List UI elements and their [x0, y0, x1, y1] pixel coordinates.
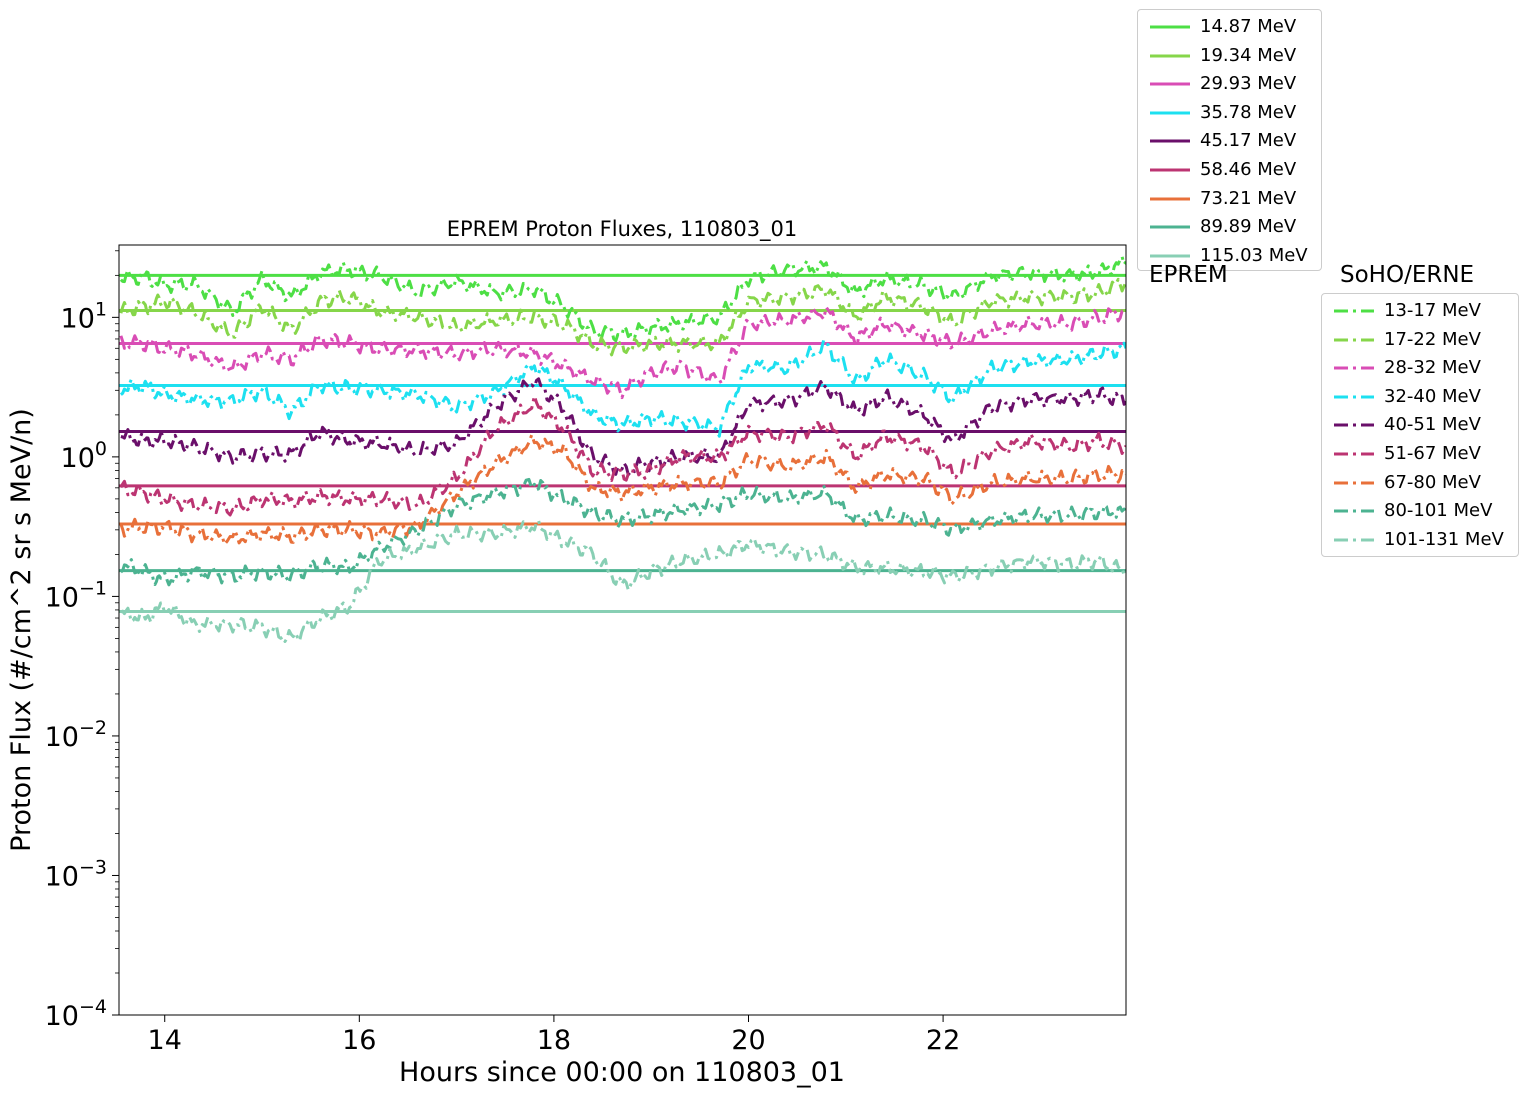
- y-tick-label: 10−1: [45, 577, 107, 613]
- erne-legend-label: 101-131 MeV: [1384, 528, 1504, 550]
- eprem-legend-entry-3: 35.78 MeV: [1138, 99, 1321, 127]
- erne-legend-swatch: [1334, 309, 1374, 313]
- x-tick-label: 22: [926, 1025, 960, 1056]
- eprem-legend-swatch: [1150, 82, 1190, 86]
- x-tick-label: 14: [148, 1025, 182, 1056]
- erne-line-5: [119, 394, 1126, 517]
- erne-line-6: [119, 433, 1126, 546]
- erne-legend-label: 28-32 MeV: [1384, 357, 1481, 379]
- y-tick-label: 10−2: [45, 717, 107, 753]
- erne-line-8: [120, 519, 1126, 643]
- eprem-legend-label: 29.93 MeV: [1200, 73, 1297, 95]
- erne-legend-title: SoHO/ERNE: [1340, 262, 1475, 288]
- erne-line-2: [119, 305, 1126, 400]
- x-axis: 14 16 18 20 22: [148, 1015, 960, 1056]
- erne-legend-swatch: [1334, 481, 1374, 485]
- eprem-legend-label: 58.46 MeV: [1200, 159, 1297, 180]
- erne-legend-swatch: [1334, 452, 1374, 456]
- eprem-legend-swatch: [1150, 254, 1190, 258]
- eprem-legend: 14.87 MeV 19.34 MeV 29.93 MeV 35.78 MeV 45.1…: [1137, 9, 1322, 271]
- y-axis-label: Proton Flux (#/cm^2 sr s MeV/n): [6, 408, 37, 852]
- eprem-legend-entry-2: 29.93 MeV: [1138, 70, 1321, 98]
- erne-legend-entry-7: 80-101 MeV: [1322, 497, 1518, 525]
- eprem-legend-swatch: [1150, 139, 1190, 143]
- eprem-legend-entry-8: 115.03 MeV: [1138, 242, 1321, 270]
- y-tick-label: 100: [61, 438, 107, 474]
- erne-legend-swatch: [1334, 509, 1374, 513]
- erne-legend-entry-6: 67-80 MeV: [1322, 469, 1518, 497]
- eprem-legend-swatch: [1150, 25, 1190, 29]
- y-axis: 10−4 10−3 10−2 10−1 100 101: [45, 250, 119, 1032]
- eprem-legend-swatch: [1150, 111, 1190, 115]
- eprem-legend-entry-4: 45.17 MeV: [1138, 127, 1321, 155]
- eprem-legend-label: 89.89 MeV: [1200, 216, 1297, 238]
- erne-series-group: [119, 255, 1126, 643]
- erne-legend-swatch: [1334, 423, 1374, 427]
- eprem-legend-entry-1: 19.34 MeV: [1138, 42, 1321, 70]
- eprem-legend-label: 14.87 MeV: [1200, 16, 1297, 37]
- erne-legend-entry-1: 17-22 MeV: [1322, 326, 1518, 354]
- y-tick-label: 10−3: [45, 856, 107, 892]
- erne-legend-swatch: [1334, 366, 1374, 370]
- x-tick-label: 20: [731, 1025, 765, 1056]
- erne-legend-entry-4: 40-51 MeV: [1322, 411, 1518, 439]
- erne-legend-label: 13-17 MeV: [1384, 300, 1481, 321]
- erne-legend-entry-2: 28-32 MeV: [1322, 354, 1518, 382]
- erne-legend-entry-8: 101-131 MeV: [1322, 526, 1518, 554]
- erne-line-3: [119, 338, 1126, 438]
- erne-legend-label: 80-101 MeV: [1384, 500, 1493, 522]
- eprem-legend-label: 35.78 MeV: [1200, 101, 1297, 123]
- erne-legend-label: 32-40 MeV: [1384, 385, 1481, 407]
- eprem-legend-entry-0: 14.87 MeV: [1138, 13, 1321, 41]
- erne-legend-entry-3: 32-40 MeV: [1322, 383, 1518, 411]
- eprem-legend-entry-5: 58.46 MeV: [1138, 156, 1321, 184]
- erne-legend-label: 51-67 MeV: [1384, 443, 1481, 464]
- eprem-series-group: [119, 273, 1126, 613]
- x-tick-label: 18: [537, 1025, 571, 1056]
- erne-line-0: [119, 255, 1126, 343]
- eprem-legend-label: 19.34 MeV: [1200, 44, 1297, 66]
- erne-legend-label: 67-80 MeV: [1384, 471, 1481, 493]
- eprem-legend-label: 115.03 MeV: [1200, 244, 1308, 266]
- y-tick-label: 10−4: [45, 996, 107, 1032]
- eprem-legend-label: 45.17 MeV: [1200, 130, 1297, 152]
- erne-legend-label: 40-51 MeV: [1384, 414, 1481, 436]
- erne-legend-swatch: [1334, 338, 1374, 342]
- eprem-legend-swatch: [1150, 54, 1190, 58]
- x-axis-label: Hours since 00:00 on 110803_01: [399, 1057, 845, 1088]
- eprem-legend-title: EPREM: [1149, 262, 1228, 288]
- erne-legend-swatch: [1334, 538, 1374, 542]
- eprem-legend-swatch: [1150, 168, 1190, 172]
- x-tick-label: 16: [342, 1025, 376, 1056]
- erne-line-4: [120, 377, 1126, 477]
- erne-legend-entry-0: 13-17 MeV: [1322, 297, 1518, 325]
- eprem-legend-entry-7: 89.89 MeV: [1138, 213, 1321, 241]
- eprem-legend-entry-6: 73.21 MeV: [1138, 185, 1321, 213]
- erne-legend-entry-5: 51-67 MeV: [1322, 440, 1518, 468]
- erne-line-7: [119, 477, 1126, 587]
- y-tick-label: 101: [61, 298, 107, 334]
- erne-legend: 13-17 MeV 17-22 MeV 28-32 MeV 32-40 MeV 40-5…: [1321, 293, 1519, 557]
- eprem-legend-swatch: [1150, 225, 1190, 229]
- chart-title: EPREM Proton Fluxes, 110803_01: [447, 217, 798, 242]
- plot-area: [118, 244, 1127, 1016]
- eprem-legend-label: 73.21 MeV: [1200, 187, 1297, 209]
- erne-legend-swatch: [1334, 395, 1374, 399]
- eprem-legend-swatch: [1150, 197, 1190, 201]
- erne-legend-label: 17-22 MeV: [1384, 328, 1481, 350]
- erne-line-1: [119, 277, 1126, 357]
